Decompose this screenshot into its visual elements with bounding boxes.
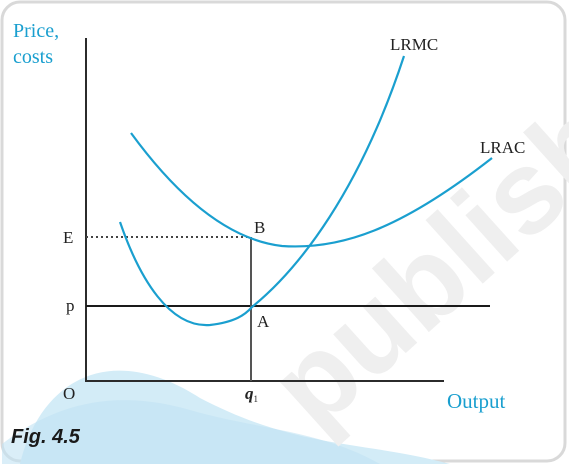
x-tick-q: q xyxy=(245,384,254,403)
lrmc-curve xyxy=(118,55,406,327)
point-a-label: A xyxy=(257,312,270,331)
y-axis-label-line2: costs xyxy=(13,46,53,68)
caption-band-inner xyxy=(2,400,380,464)
lrac-label: LRAC xyxy=(480,138,525,157)
point-b-label: B xyxy=(254,218,265,237)
x-axis-label: Output xyxy=(447,389,506,413)
y-tick-e: E xyxy=(63,228,73,247)
y-tick-p: p xyxy=(66,296,75,315)
lrac-curve xyxy=(130,132,493,248)
x-tick-q1: q1 xyxy=(245,384,258,404)
figure-caption: Fig. 4.5 xyxy=(11,426,81,448)
lrmc-label: LRMC xyxy=(390,35,438,54)
x-tick-q-sub: 1 xyxy=(254,394,259,404)
origin-label: O xyxy=(63,384,75,403)
y-axis-label-line1: Price, xyxy=(13,20,59,42)
